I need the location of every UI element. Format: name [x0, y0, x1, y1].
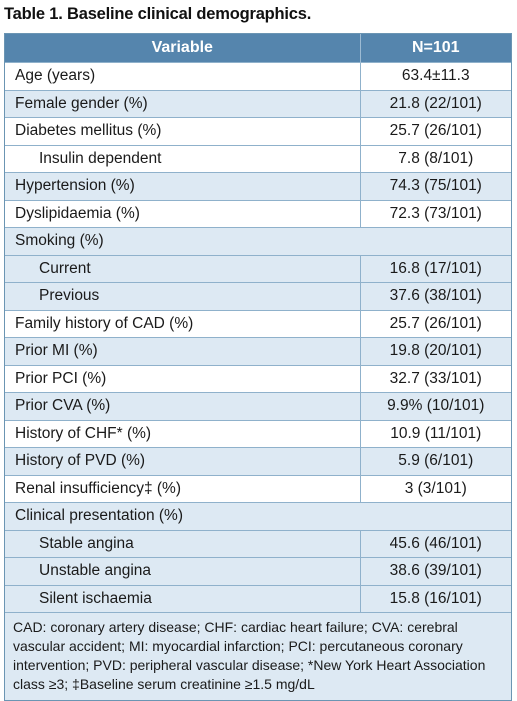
- row-label: Dyslipidaemia (%): [5, 199, 361, 228]
- row-label: Prior CVA (%): [5, 392, 361, 420]
- table-row-section: Clinical presentation (%): [5, 502, 511, 530]
- row-label: History of PVD (%): [5, 447, 361, 475]
- table-row: Prior PCI (%) 32.7 (33/101): [5, 364, 511, 393]
- row-value: 74.3 (75/101): [360, 172, 511, 200]
- row-label: Female gender (%): [5, 89, 361, 118]
- row-value: 21.8 (22/101): [360, 89, 511, 118]
- row-value: 25.7 (26/101): [360, 117, 511, 145]
- row-label: Clinical presentation (%): [5, 502, 360, 530]
- row-value: [360, 502, 511, 530]
- row-label: Family history of CAD (%): [5, 309, 361, 338]
- row-value: 19.8 (20/101): [360, 337, 511, 365]
- table-row: Unstable angina 38.6 (39/101): [5, 557, 511, 585]
- table-row: Silent ischaemia 15.8 (16/101): [5, 584, 511, 612]
- table-row: Hypertension (%) 74.3 (75/101): [5, 172, 511, 200]
- row-label: Smoking (%): [5, 227, 360, 255]
- header-n: N=101: [360, 34, 511, 63]
- row-label: Prior MI (%): [5, 337, 361, 365]
- table-row: Stable angina 45.6 (46/101): [5, 529, 511, 558]
- row-value: 3 (3/101): [360, 474, 511, 503]
- table-row: Current 16.8 (17/101): [5, 254, 511, 283]
- row-value: 72.3 (73/101): [360, 199, 511, 228]
- demographics-table-container: Variable N=101 Age (years) 63.4±11.3 Fem…: [4, 33, 512, 701]
- row-label: Renal insufficiency‡ (%): [5, 474, 361, 503]
- table-title: Table 1. Baseline clinical demographics.: [4, 5, 312, 23]
- table-row: Age (years) 63.4±11.3: [5, 62, 511, 90]
- row-label: Unstable angina: [5, 557, 361, 585]
- table-row: Prior MI (%) 19.8 (20/101): [5, 337, 511, 365]
- row-value: 15.8 (16/101): [360, 584, 511, 612]
- row-value: 32.7 (33/101): [360, 364, 511, 393]
- row-label: Prior PCI (%): [5, 364, 361, 393]
- row-value: 45.6 (46/101): [360, 529, 511, 558]
- table-row: Family history of CAD (%) 25.7 (26/101): [5, 309, 511, 338]
- row-value: 7.8 (8/101): [360, 144, 511, 173]
- table-row: Previous 37.6 (38/101): [5, 282, 511, 310]
- row-value: 25.7 (26/101): [360, 309, 511, 338]
- row-value: 9.9% (10/101): [360, 392, 511, 420]
- row-value: 16.8 (17/101): [360, 254, 511, 283]
- row-label: Previous: [5, 282, 361, 310]
- row-label: History of CHF* (%): [5, 419, 361, 448]
- row-label: Hypertension (%): [5, 172, 361, 200]
- row-value: [360, 227, 511, 255]
- demographics-table: Variable N=101 Age (years) 63.4±11.3 Fem…: [5, 34, 511, 612]
- table-row: Renal insufficiency‡ (%) 3 (3/101): [5, 474, 511, 503]
- table-row: History of PVD (%) 5.9 (6/101): [5, 447, 511, 475]
- table-header-row: Variable N=101: [5, 34, 511, 63]
- table-row: Prior CVA (%) 9.9% (10/101): [5, 392, 511, 420]
- header-variable: Variable: [5, 34, 361, 63]
- table-footnote: CAD: coronary artery disease; CHF: cardi…: [5, 612, 511, 700]
- table-row: Insulin dependent 7.8 (8/101): [5, 144, 511, 173]
- row-value: 63.4±11.3: [360, 62, 511, 90]
- row-label: Silent ischaemia: [5, 584, 361, 612]
- row-value: 10.9 (11/101): [360, 419, 511, 448]
- table-row-section: Smoking (%): [5, 227, 511, 255]
- row-label: Current: [5, 254, 361, 283]
- row-value: 38.6 (39/101): [360, 557, 511, 585]
- row-label: Age (years): [5, 62, 361, 90]
- row-label: Stable angina: [5, 529, 361, 558]
- row-label: Insulin dependent: [5, 144, 361, 173]
- table-row: History of CHF* (%) 10.9 (11/101): [5, 419, 511, 448]
- row-label: Diabetes mellitus (%): [5, 117, 361, 145]
- table-row: Female gender (%) 21.8 (22/101): [5, 89, 511, 118]
- table-row: Diabetes mellitus (%) 25.7 (26/101): [5, 117, 511, 145]
- table-row: Dyslipidaemia (%) 72.3 (73/101): [5, 199, 511, 228]
- row-value: 37.6 (38/101): [360, 282, 511, 310]
- row-value: 5.9 (6/101): [360, 447, 511, 475]
